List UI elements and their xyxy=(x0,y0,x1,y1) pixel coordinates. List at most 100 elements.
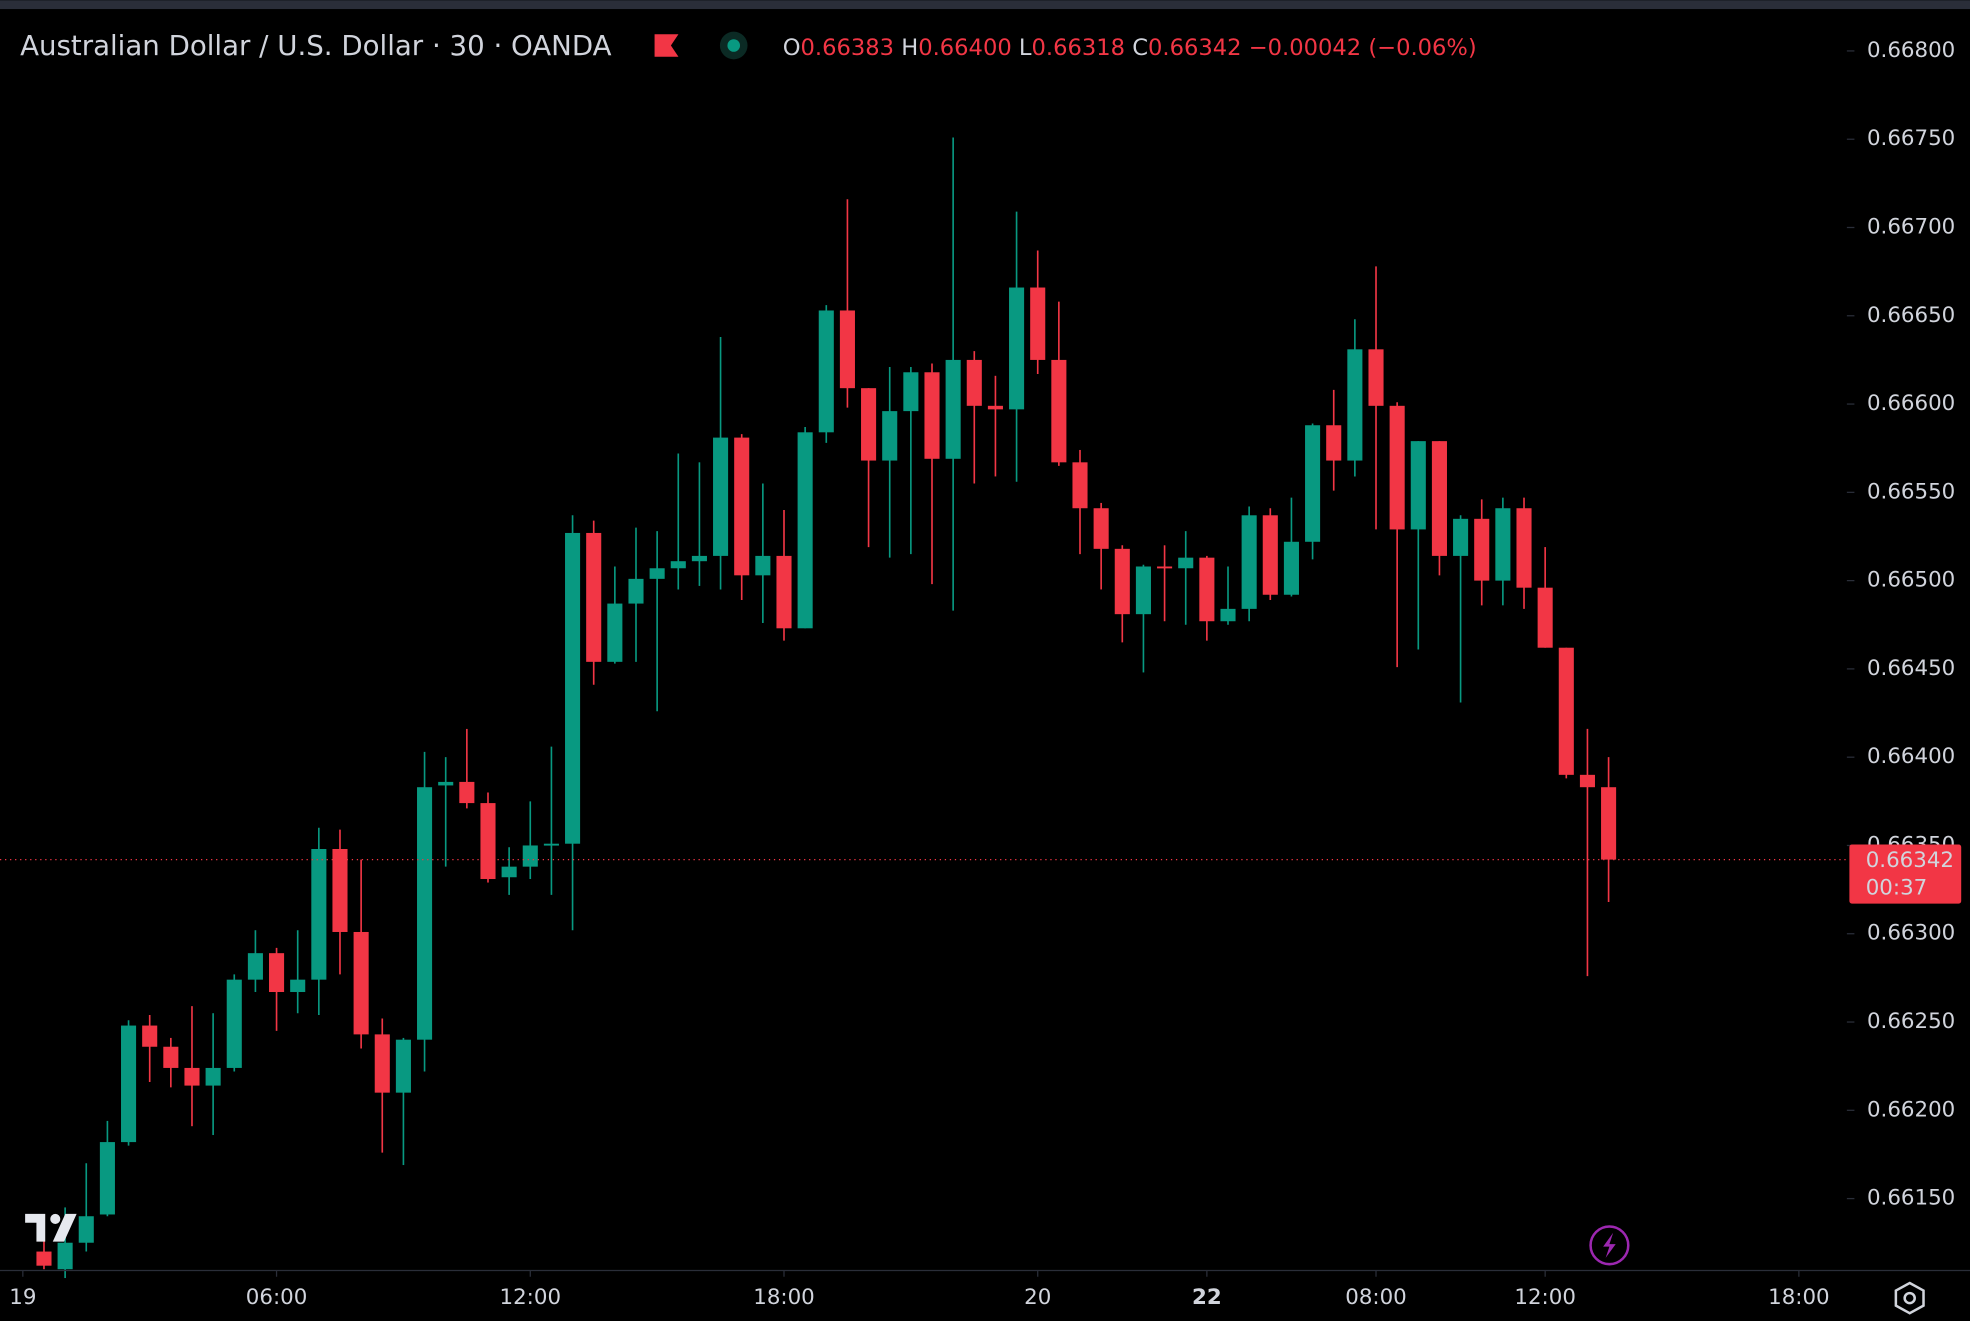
h-key: H xyxy=(901,35,918,61)
y-tick-label: 0.66600 xyxy=(1867,391,1955,416)
candle-body xyxy=(99,1142,115,1215)
candle-body xyxy=(776,555,792,629)
candle-body xyxy=(861,388,877,461)
status-dot xyxy=(727,39,741,52)
candle-body xyxy=(1305,425,1321,542)
candle-body xyxy=(1537,587,1553,648)
candle-body xyxy=(226,979,242,1068)
candle-body xyxy=(1262,515,1278,595)
candle-body xyxy=(1030,287,1046,360)
change-value: −0.00042 xyxy=(1249,35,1361,61)
x-tick-label: 08:00 xyxy=(1345,1285,1407,1310)
symbol-title[interactable]: Australian Dollar / U.S. Dollar · 30 · O… xyxy=(20,29,612,62)
open-value: 0.66383 xyxy=(801,35,895,61)
x-tick-label: 19 xyxy=(9,1285,36,1310)
settings-button[interactable] xyxy=(1894,1281,1925,1315)
candle-body xyxy=(374,1034,390,1093)
candle-body xyxy=(142,1025,158,1047)
candle-body xyxy=(713,437,729,556)
candle-body xyxy=(1157,566,1173,569)
candle-body xyxy=(205,1067,221,1086)
candle-body xyxy=(501,866,517,878)
candle-body xyxy=(1009,287,1025,410)
candle-body xyxy=(818,310,834,433)
candle-body xyxy=(1453,518,1469,556)
o-key: O xyxy=(783,35,801,61)
y-tick-label: 0.66400 xyxy=(1867,744,1955,769)
candle-body xyxy=(1410,441,1426,530)
candle-body xyxy=(1474,518,1490,581)
y-tick-label: 0.66800 xyxy=(1867,38,1955,63)
candle-body xyxy=(78,1216,94,1243)
candle-body xyxy=(332,848,348,932)
candle-body xyxy=(1558,647,1574,775)
price-tag-countdown: 00:37 xyxy=(1866,875,1928,900)
candle-body xyxy=(395,1039,411,1093)
candle-body xyxy=(903,372,919,412)
candle-body xyxy=(1072,462,1088,509)
ohlc-legend: O0.66383 H0.66400 L0.66318 C0.66342 −0.0… xyxy=(783,35,1477,61)
candle-body xyxy=(607,603,623,662)
plot-area xyxy=(0,137,1847,1279)
candle-body xyxy=(1368,349,1384,406)
candle-body xyxy=(966,359,982,406)
candle-body xyxy=(163,1046,179,1068)
x-tick-label: 06:00 xyxy=(246,1285,308,1310)
candle-body xyxy=(480,803,496,880)
candle-body xyxy=(649,568,665,579)
candle-body xyxy=(628,578,644,604)
candle-body xyxy=(882,411,898,461)
c-key: C xyxy=(1132,35,1148,61)
lightning-button[interactable] xyxy=(1589,1225,1630,1266)
y-tick-label: 0.66700 xyxy=(1867,214,1955,239)
y-tick-label: 0.66300 xyxy=(1867,921,1955,946)
candle-body xyxy=(417,787,433,1040)
high-value: 0.66400 xyxy=(918,35,1012,61)
candle-body xyxy=(247,953,263,980)
candle-body xyxy=(565,532,581,844)
candle-body xyxy=(755,555,771,576)
candle-body xyxy=(459,781,475,804)
candle-body xyxy=(1093,508,1109,549)
y-tick-label: 0.66150 xyxy=(1867,1186,1955,1211)
candle-body xyxy=(543,843,559,846)
x-tick-label: 20 xyxy=(1024,1285,1051,1310)
candle-body xyxy=(586,532,602,662)
x-tick-label: 18:00 xyxy=(753,1285,815,1310)
candle-body xyxy=(945,359,961,459)
candle-body xyxy=(797,432,813,629)
candle-body xyxy=(1516,508,1532,588)
candle-body xyxy=(184,1067,200,1086)
candle-body xyxy=(1114,548,1130,615)
candle-body xyxy=(1135,566,1151,615)
candle-body xyxy=(311,848,327,980)
candle-body xyxy=(1283,541,1299,595)
candle-body xyxy=(1601,787,1617,860)
flag-icon[interactable] xyxy=(654,34,679,57)
candle-body xyxy=(1579,774,1595,788)
candle-body xyxy=(1199,557,1215,622)
candle-body xyxy=(691,555,707,562)
candle-body xyxy=(1495,508,1511,581)
close-value: 0.66342 xyxy=(1148,35,1242,61)
y-tick-label: 0.66200 xyxy=(1867,1097,1955,1122)
candle-body xyxy=(987,405,1003,410)
candle-body xyxy=(522,845,538,867)
y-tick-label: 0.66250 xyxy=(1867,1009,1955,1034)
low-value: 0.66318 xyxy=(1032,35,1126,61)
candle-body xyxy=(1220,608,1236,622)
change-percent: (−0.06%) xyxy=(1368,35,1476,61)
y-tick-label: 0.66450 xyxy=(1867,656,1955,681)
candle-body xyxy=(924,372,940,459)
y-tick-label: 0.66650 xyxy=(1867,303,1955,328)
candle-body xyxy=(1178,557,1194,569)
y-tick-label: 0.66500 xyxy=(1867,568,1955,593)
top-border xyxy=(0,0,1970,10)
candle-body xyxy=(734,437,750,576)
candle-body xyxy=(353,931,369,1035)
candle-body xyxy=(438,781,454,786)
tradingview-logo[interactable] xyxy=(25,1213,77,1242)
candle-body xyxy=(1051,359,1067,463)
